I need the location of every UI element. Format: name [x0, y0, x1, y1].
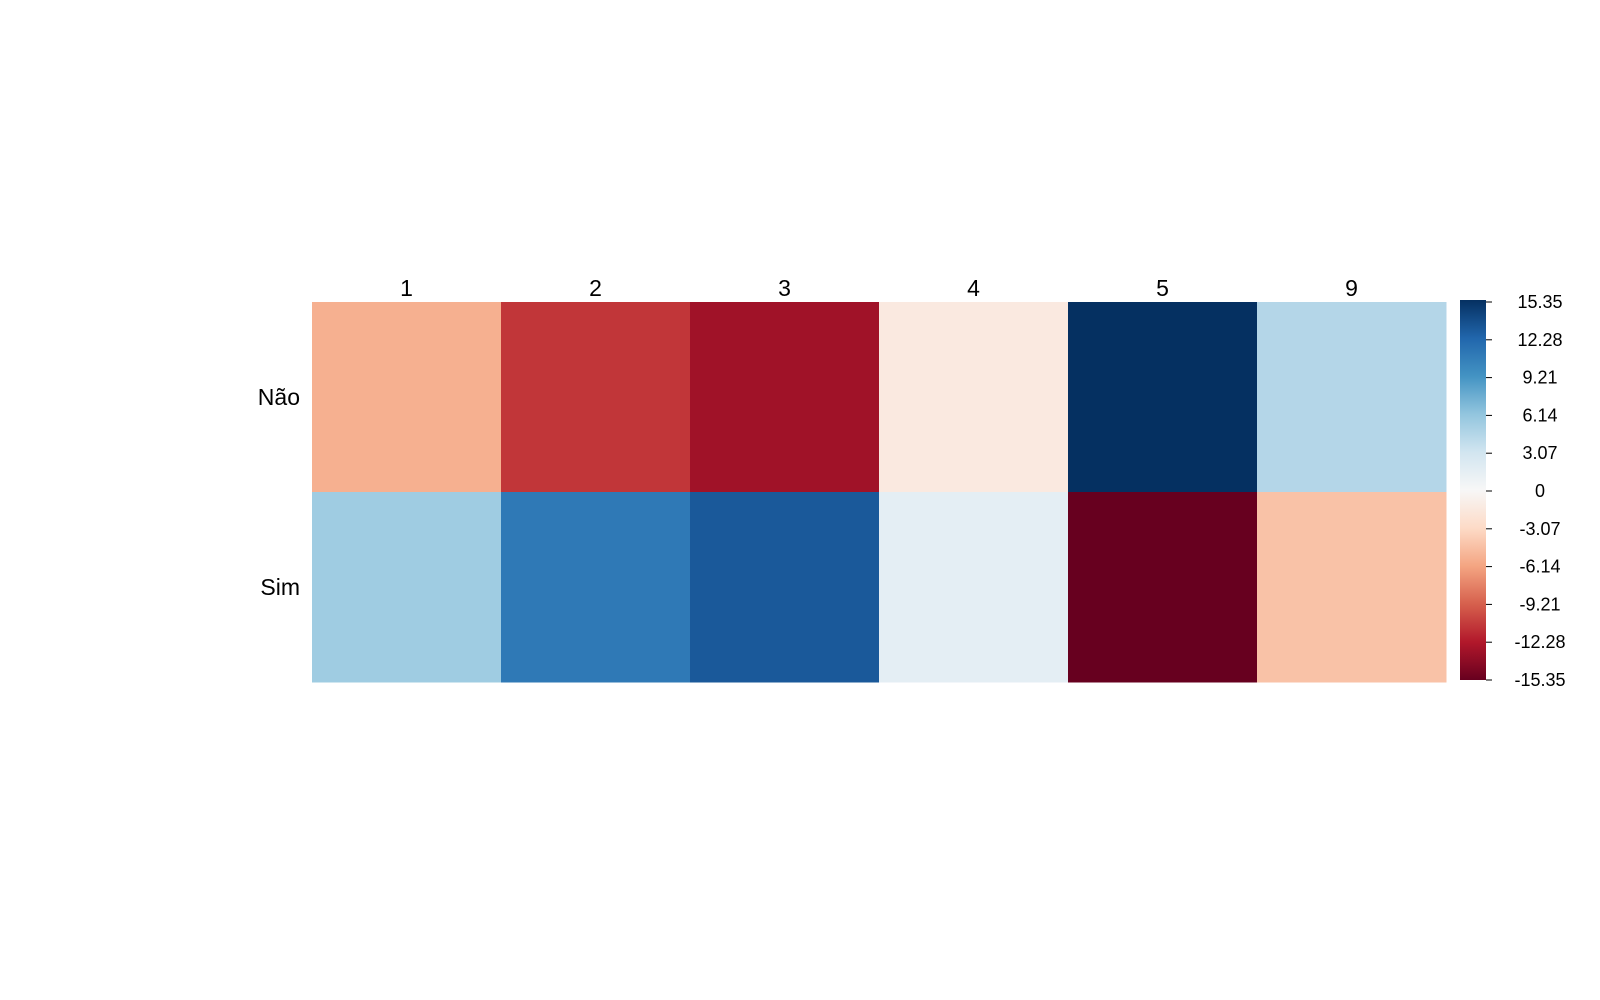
legend-tick-label: 12.28 [1517, 330, 1562, 350]
column-tick-label: 9 [1345, 275, 1358, 301]
heatmap-cell [1068, 492, 1258, 683]
legend-tick-label: -3.07 [1519, 519, 1560, 539]
color-legend: 15.35 12.28 9.21 6.14 3.07 0 -3.07 -6.14 -9.21 -1… [1460, 292, 1566, 690]
legend-tick-label: -6.14 [1519, 557, 1560, 577]
column-tick-label: 4 [967, 275, 980, 301]
heatmap-cell [312, 492, 502, 683]
heatmap-cell [501, 492, 691, 683]
legend-tick-label: 0 [1535, 481, 1545, 501]
legend-tick-label: -15.35 [1514, 670, 1565, 690]
heatmap-cell [1257, 492, 1447, 683]
heatmap-cell [501, 302, 691, 493]
heatmap-cell [312, 302, 502, 493]
heatmap-cell [690, 302, 880, 493]
column-tick-label: 1 [400, 275, 413, 301]
heatmap-cell [1257, 302, 1447, 493]
row-labels: Não Sim [258, 384, 300, 600]
column-tick-label: 5 [1156, 275, 1169, 301]
legend-tick-label: 15.35 [1517, 292, 1562, 312]
row-tick-label: Sim [260, 574, 300, 600]
heatmap-cells [312, 302, 1447, 683]
legend-tick-label: 6.14 [1522, 405, 1557, 425]
legend-tick-label: -12.28 [1514, 632, 1565, 652]
heatmap-cell [1068, 302, 1258, 493]
heatmap-cell [879, 492, 1069, 683]
row-tick-label: Não [258, 384, 300, 410]
legend-tick-label: 3.07 [1522, 443, 1557, 463]
heatmap-cell [690, 492, 880, 683]
column-tick-label: 3 [778, 275, 791, 301]
legend-tick-label: 9.21 [1522, 368, 1557, 388]
legend-ticks: 15.35 12.28 9.21 6.14 3.07 0 -3.07 -6.14 -9.21 -1… [1486, 292, 1566, 690]
legend-color-bar [1460, 300, 1486, 680]
legend-tick-label: -9.21 [1519, 594, 1560, 614]
column-labels: 1 2 3 4 5 9 [400, 275, 1358, 301]
heatmap-cell [879, 302, 1069, 493]
column-tick-label: 2 [589, 275, 602, 301]
